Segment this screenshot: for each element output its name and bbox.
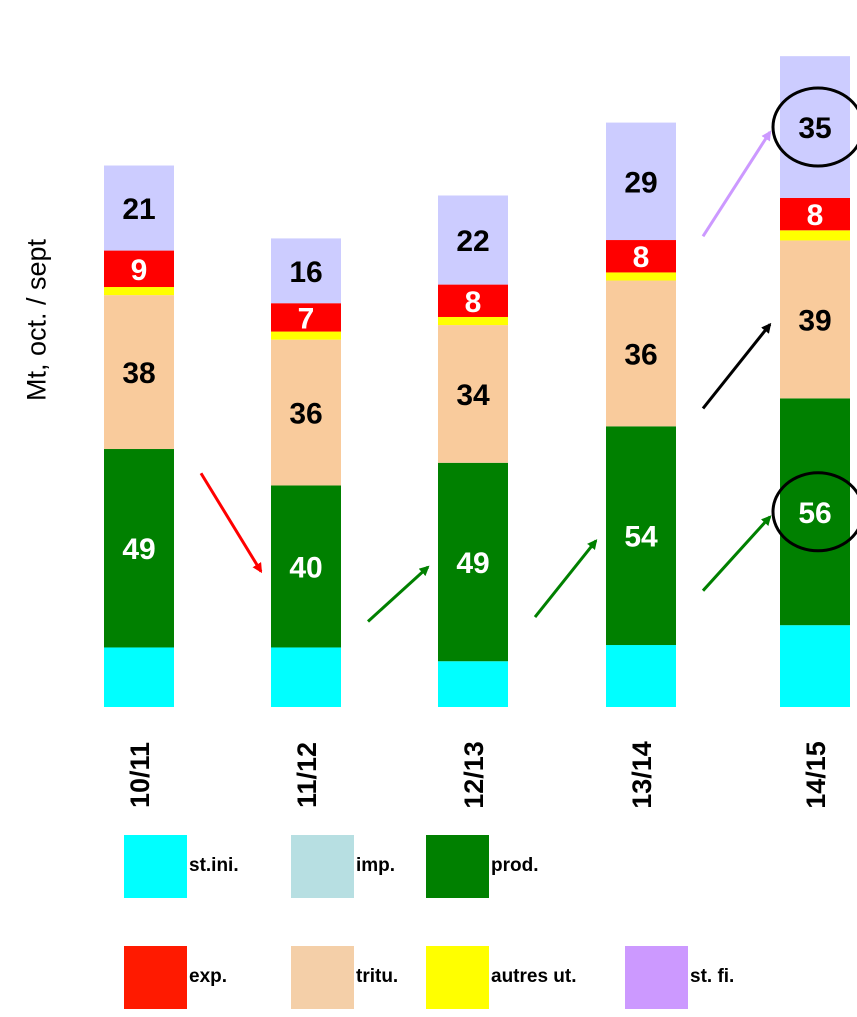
bar-segment-st_fi-11-12 <box>271 238 341 304</box>
bar-segment-autres_ut-10-11 <box>104 287 174 296</box>
data-label-tritu-14-15: 39 <box>798 304 831 337</box>
trend-arrow-prod-2 <box>533 539 598 618</box>
data-label-prod-11-12: 40 <box>289 551 322 584</box>
data-label-st_fi-14-15: 35 <box>798 112 831 145</box>
bar-segment-prod-12-13 <box>438 462 508 662</box>
legend-label-stfi: st. fi. <box>690 966 735 987</box>
data-label-exp-11-12: 7 <box>298 302 315 335</box>
bar-segment-st_fi-12-13 <box>438 195 508 285</box>
legend-swatch-imp <box>291 835 354 898</box>
data-label-st_fi-11-12: 16 <box>289 256 322 289</box>
bar-stack-group <box>104 56 850 707</box>
trend-arrow-prod-0 <box>199 472 263 574</box>
legend-label-prod: prod. <box>491 855 539 876</box>
data-label-tritu-11-12: 36 <box>289 398 322 431</box>
bar-segment-prod-11-12 <box>271 485 341 648</box>
legend-label-imp: imp. <box>356 855 396 876</box>
trend-arrows <box>199 130 772 623</box>
data-label-st_fi-13-14: 29 <box>624 166 657 199</box>
bar-segment-autres_ut-13-14 <box>606 272 676 281</box>
bar-segment-exp-14-15 <box>780 197 850 231</box>
legend-swatch-stini <box>124 835 187 898</box>
bar-segment-autres_ut-11-12 <box>271 331 341 340</box>
x-tick-14-15: 14/15 <box>801 741 831 809</box>
data-label-prod-13-14: 54 <box>624 521 658 554</box>
data-label-tritu-10-11: 38 <box>122 357 155 390</box>
data-label-st_fi-12-13: 22 <box>456 225 489 258</box>
data-label-exp-10-11: 9 <box>131 254 148 287</box>
bar-segment-prod-10-11 <box>104 449 174 648</box>
bar-segment-st_fi-10-11 <box>104 165 174 251</box>
bar-value-labels: 49 38 9 21 40 36 7 16 49 34 8 22 54 36 8 29 56 39 8 35 <box>122 112 831 584</box>
x-tick-labels: 10/11 11/12 12/13 13/14 14/15 <box>125 741 831 809</box>
data-label-tritu-13-14: 36 <box>624 338 657 371</box>
highlight-circles <box>771 86 857 553</box>
legend-swatch-autresut <box>426 946 489 1009</box>
x-tick-10-11: 10/11 <box>125 742 155 808</box>
bar-segment-tritu-14-15 <box>780 240 850 399</box>
data-label-exp-12-13: 8 <box>465 286 482 319</box>
bar-segment-tritu-13-14 <box>606 280 676 427</box>
highlight-circle-stfi <box>771 86 857 168</box>
bar-segment-st_ini-12-13 <box>438 661 508 707</box>
bar-segment-tritu-12-13 <box>438 325 508 463</box>
legend-label-stini: st.ini. <box>189 855 239 876</box>
x-tick-12-13: 12/13 <box>459 741 489 809</box>
legend-label-autresut: autres ut. <box>491 966 577 987</box>
bar-segment-prod-13-14 <box>606 426 676 646</box>
bar-segment-exp-12-13 <box>438 284 508 317</box>
legend-swatch-exp <box>124 946 187 1009</box>
trend-arrow-stfi-5 <box>701 130 772 238</box>
data-label-prod-14-15: 56 <box>798 497 831 530</box>
bar-segment-tritu-11-12 <box>271 339 341 486</box>
legend-swatch-tritu <box>291 946 354 1009</box>
data-label-prod-12-13: 49 <box>456 547 489 580</box>
bar-segment-st_ini-13-14 <box>606 645 676 707</box>
bar-segment-prod-14-15 <box>780 398 850 626</box>
legend-swatch-stfi <box>625 946 688 1009</box>
bar-segment-st_ini-10-11 <box>104 647 174 707</box>
data-label-tritu-12-13: 34 <box>456 379 490 412</box>
legend-swatch-prod <box>426 835 489 898</box>
highlight-circle-prod <box>771 471 857 553</box>
y-axis-label: Mt, oct. / sept <box>21 238 52 402</box>
trend-arrow-tritu-4 <box>701 322 772 410</box>
bar-segment-st_fi-13-14 <box>606 122 676 241</box>
bar-segment-exp-11-12 <box>271 303 341 332</box>
bar-segment-st_ini-14-15 <box>780 625 850 707</box>
bar-segment-exp-13-14 <box>606 240 676 273</box>
legend-label-exp: exp. <box>189 966 228 987</box>
bar-segment-exp-10-11 <box>104 250 174 288</box>
bar-segment-st_fi-14-15 <box>780 56 850 198</box>
data-label-st_fi-10-11: 21 <box>122 193 155 226</box>
x-tick-11-12: 11/12 <box>292 742 322 808</box>
bar-segment-autres_ut-14-15 <box>780 230 850 241</box>
data-label-exp-13-14: 8 <box>633 241 650 274</box>
data-label-exp-14-15: 8 <box>807 199 824 232</box>
legend-label-tritu: tritu. <box>356 966 399 987</box>
bar-segment-tritu-10-11 <box>104 295 174 450</box>
bar-segment-st_ini-11-12 <box>271 647 341 707</box>
data-label-prod-10-11: 49 <box>122 533 155 566</box>
trend-arrow-prod-3 <box>701 515 772 592</box>
bar-segment-autres_ut-12-13 <box>438 316 508 326</box>
trend-arrow-prod-1 <box>366 565 430 623</box>
x-tick-13-14: 13/14 <box>627 741 657 809</box>
